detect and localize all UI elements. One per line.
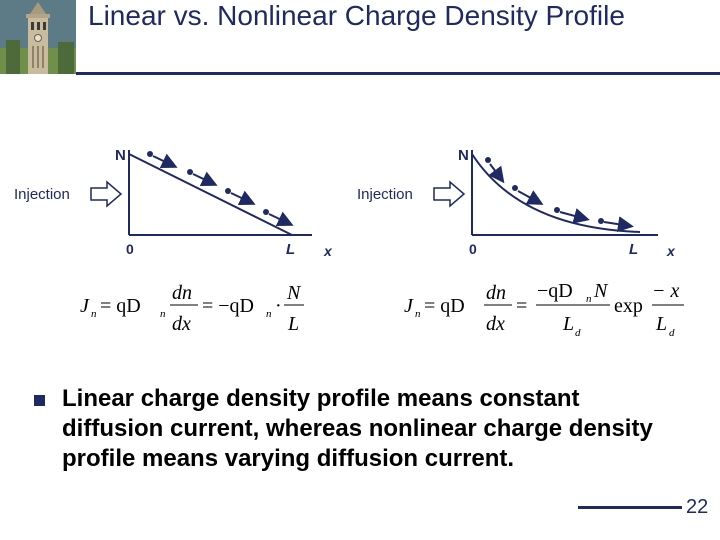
eq-right-frac2-den-sub: d [575,327,581,339]
eq-right-lhs: J [404,295,414,317]
charge-profile-diagrams: N 0 L x Injection N 0 L x Injection [14,147,684,339]
left-carrier-arrow [268,211,294,227]
eq-right-frac2-num: −qD [537,280,573,302]
eq-left-lhs: J [80,295,90,317]
eq-right-frac3-den-sub: d [669,327,675,339]
left-injection-arrow-icon [90,180,123,208]
right-injection-label: Injection [357,186,413,203]
eq-right-frac2-den: L [562,313,574,335]
left-carrier-arrow [230,190,256,206]
slide-title: Linear vs. Nonlinear Charge Density Prof… [88,0,625,31]
eq-right-eq2: = [516,295,527,317]
page-number-rule [578,506,682,509]
nonlinear-current-equation: J n = qD dn dx = −qD n N L d exp − x L d [404,280,684,339]
eq-right-frac2-num-sub: n [586,293,592,305]
bullet-text: Linear charge density profile means cons… [62,385,653,472]
eq-left-dot: · [275,295,282,317]
right-origin-label: 0 [469,241,477,257]
right-carrier-arrow [603,216,634,233]
eq-right-frac1-num: dn [486,282,506,304]
left-x-label: x [323,243,333,259]
right-n-label: N [458,147,469,164]
eq-left-frac2-num: N [286,282,302,304]
title-underline [76,72,720,75]
right-carrier-dot [598,218,604,224]
linear-profile-line [128,153,293,236]
left-l-label: L [286,241,295,258]
bullet-square-icon [34,395,45,406]
campanile-logo [0,0,76,74]
left-carrier-dot [147,151,153,157]
eq-right-lhs-sub: n [415,308,421,320]
right-injection-arrow-icon [433,180,466,208]
eq-left-frac1-num: dn [172,282,192,304]
left-carrier-dot [187,169,193,175]
right-carrier-arrow [559,208,590,224]
eq-left-eq2: = −qD [202,295,254,317]
nonlinear-profile-diagram: N 0 L x Injection [357,147,676,259]
left-carrier-arrow [152,153,178,169]
eq-left-frac2-den: L [287,313,299,335]
eq-right-eq1: = qD [424,295,465,317]
right-l-label: L [629,241,638,258]
left-carrier-arrow [192,171,218,187]
eq-left-eq1: = qD [100,295,141,317]
page-number: 22 [686,496,709,518]
eq-right-exp: exp [614,295,643,317]
left-carrier-dot [263,209,269,215]
eq-right-frac1-den: dx [486,313,505,335]
right-carrier-dot [512,185,518,191]
right-carrier-arrow [488,163,505,184]
eq-left-frac1-den: dx [172,313,191,335]
eq-left-d2-sub: n [266,308,272,320]
linear-profile-diagram: N 0 L x Injection [14,147,333,259]
eq-left-d-sub: n [160,308,166,320]
linear-current-equation: J n = qD n dn dx = −qD n · N L [80,282,304,335]
right-carrier-arrow [517,190,544,205]
left-injection-label: Injection [14,186,70,203]
left-origin-label: 0 [126,241,134,257]
left-carrier-dot [225,188,231,194]
right-x-label: x [666,243,676,259]
eq-right-frac2-num-tail: N [593,280,609,302]
right-carrier-dot [485,157,491,163]
eq-left-lhs-sub: n [91,308,97,320]
nonlinear-profile-curve [471,153,641,233]
left-n-label: N [115,147,126,164]
right-carrier-dot [554,207,560,213]
eq-right-frac3-num: − x [652,280,679,302]
eq-right-frac3-den: L [655,313,667,335]
